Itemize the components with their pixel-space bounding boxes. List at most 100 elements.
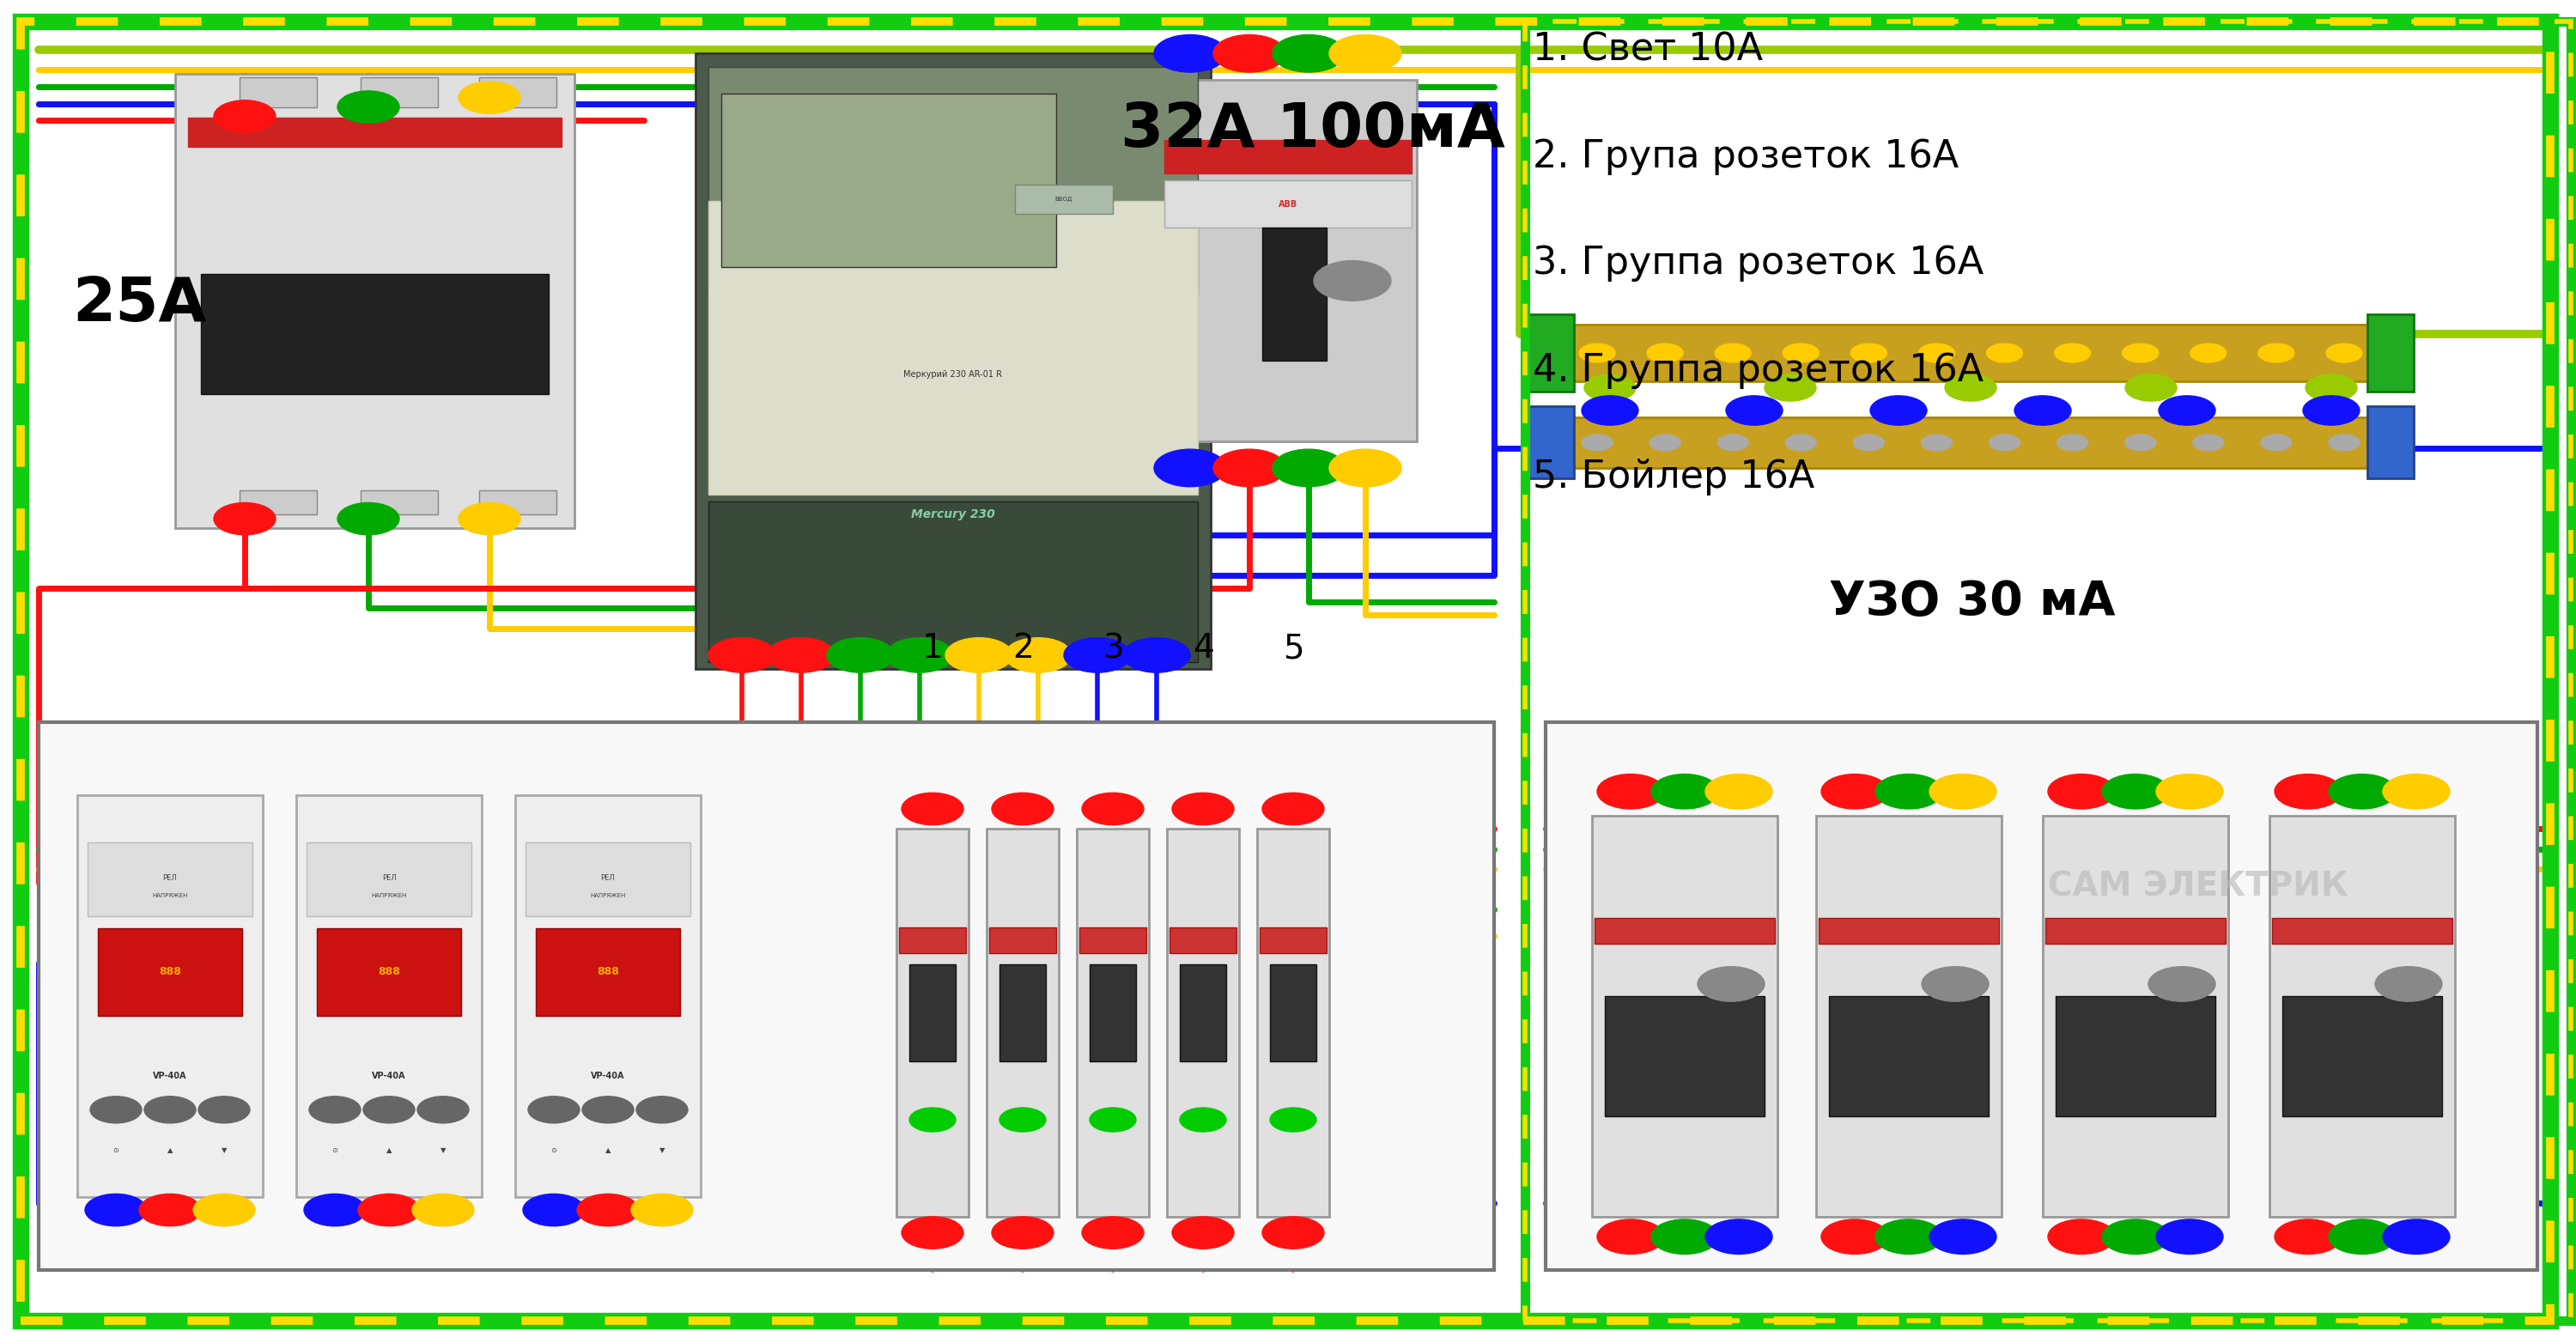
Circle shape xyxy=(2375,967,2442,1001)
Circle shape xyxy=(2303,396,2360,425)
Bar xyxy=(201,274,549,394)
Circle shape xyxy=(1705,774,1772,809)
Circle shape xyxy=(1273,449,1345,487)
Circle shape xyxy=(1005,638,1072,673)
Circle shape xyxy=(1785,435,1816,451)
Circle shape xyxy=(417,1096,469,1123)
Circle shape xyxy=(2190,344,2226,362)
Circle shape xyxy=(992,1217,1054,1249)
Bar xyxy=(1819,917,1999,944)
Bar xyxy=(999,965,1046,1062)
Circle shape xyxy=(1922,435,1953,451)
Bar xyxy=(39,722,1494,1270)
Bar xyxy=(721,94,1056,267)
Bar xyxy=(1079,928,1146,953)
Circle shape xyxy=(363,1096,415,1123)
Circle shape xyxy=(304,1194,366,1226)
Text: 3: 3 xyxy=(1103,632,1123,664)
Bar xyxy=(1525,21,2571,1321)
Circle shape xyxy=(1875,774,1942,809)
Bar xyxy=(1528,406,1574,479)
Circle shape xyxy=(827,638,894,673)
Text: Меркурий 230 AR-01 R: Меркурий 230 AR-01 R xyxy=(904,370,1002,378)
Bar xyxy=(2043,816,2228,1217)
Circle shape xyxy=(412,1194,474,1226)
Circle shape xyxy=(214,100,276,132)
Bar xyxy=(1077,829,1149,1217)
Text: УЗО 30 мА: УЗО 30 мА xyxy=(1829,579,2115,626)
Circle shape xyxy=(1270,1107,1316,1131)
Text: VP-40A: VP-40A xyxy=(590,1072,626,1080)
Text: НАПРЯЖЕН: НАПРЯЖЕН xyxy=(371,893,407,898)
Text: 888: 888 xyxy=(379,967,399,977)
Circle shape xyxy=(337,91,399,123)
Text: НАПРЯЖЕН: НАПРЯЖЕН xyxy=(152,893,188,898)
Circle shape xyxy=(1765,374,1816,401)
Circle shape xyxy=(1213,449,1285,487)
Circle shape xyxy=(2014,396,2071,425)
Text: VP-40A: VP-40A xyxy=(371,1072,407,1080)
Circle shape xyxy=(1852,435,1883,451)
Text: 5: 5 xyxy=(1283,632,1303,664)
Circle shape xyxy=(2329,1219,2396,1254)
Circle shape xyxy=(214,503,276,535)
Bar xyxy=(1270,965,1316,1062)
Circle shape xyxy=(1821,774,1888,809)
Circle shape xyxy=(1329,449,1401,487)
Circle shape xyxy=(2259,344,2295,362)
Text: ▼: ▼ xyxy=(659,1146,665,1154)
Bar xyxy=(317,928,461,1016)
Circle shape xyxy=(577,1194,639,1226)
Circle shape xyxy=(1123,638,1190,673)
Bar xyxy=(2045,917,2226,944)
Bar xyxy=(1159,80,1417,441)
Circle shape xyxy=(2058,435,2089,451)
Circle shape xyxy=(945,638,1012,673)
Circle shape xyxy=(193,1194,255,1226)
Circle shape xyxy=(2159,396,2215,425)
Circle shape xyxy=(1584,374,1636,401)
Text: ABB: ABB xyxy=(1278,201,1298,209)
Circle shape xyxy=(2275,774,2342,809)
Circle shape xyxy=(1090,1107,1136,1131)
Circle shape xyxy=(2326,344,2362,362)
Circle shape xyxy=(1154,449,1226,487)
Text: ▼: ▼ xyxy=(440,1146,446,1154)
Circle shape xyxy=(2275,1219,2342,1254)
Text: ⊙: ⊙ xyxy=(113,1146,118,1154)
Circle shape xyxy=(2102,774,2169,809)
Bar xyxy=(708,201,1198,495)
Text: 1. Свет 10А: 1. Свет 10А xyxy=(1533,31,1762,68)
Circle shape xyxy=(1875,1219,1942,1254)
Circle shape xyxy=(1945,374,1996,401)
Bar xyxy=(1260,928,1327,953)
Bar xyxy=(2056,996,2215,1116)
Text: ВВОД: ВВОД xyxy=(1056,197,1072,202)
Circle shape xyxy=(2056,344,2092,362)
Circle shape xyxy=(528,1096,580,1123)
Bar xyxy=(987,829,1059,1217)
Bar xyxy=(2272,917,2452,944)
Bar xyxy=(175,74,574,528)
Bar xyxy=(526,842,690,916)
Circle shape xyxy=(1597,774,1664,809)
Circle shape xyxy=(902,793,963,825)
Text: РЕЛ: РЕЛ xyxy=(162,874,178,882)
Text: САМ ЭЛЕКТРИК: САМ ЭЛЕКТРИК xyxy=(2048,870,2349,902)
Circle shape xyxy=(902,1217,963,1249)
Text: ⊙: ⊙ xyxy=(551,1146,556,1154)
Bar xyxy=(1816,816,2002,1217)
Circle shape xyxy=(523,1194,585,1226)
Circle shape xyxy=(459,503,520,535)
Circle shape xyxy=(2148,967,2215,1001)
Bar xyxy=(1170,928,1236,953)
Circle shape xyxy=(1329,35,1401,72)
Bar xyxy=(1180,965,1226,1062)
Bar xyxy=(307,842,471,916)
Circle shape xyxy=(1929,774,1996,809)
Circle shape xyxy=(1314,261,1391,301)
Text: VP-40A: VP-40A xyxy=(152,1072,188,1080)
Circle shape xyxy=(1922,967,1989,1001)
Circle shape xyxy=(2383,774,2450,809)
Bar xyxy=(479,491,556,515)
